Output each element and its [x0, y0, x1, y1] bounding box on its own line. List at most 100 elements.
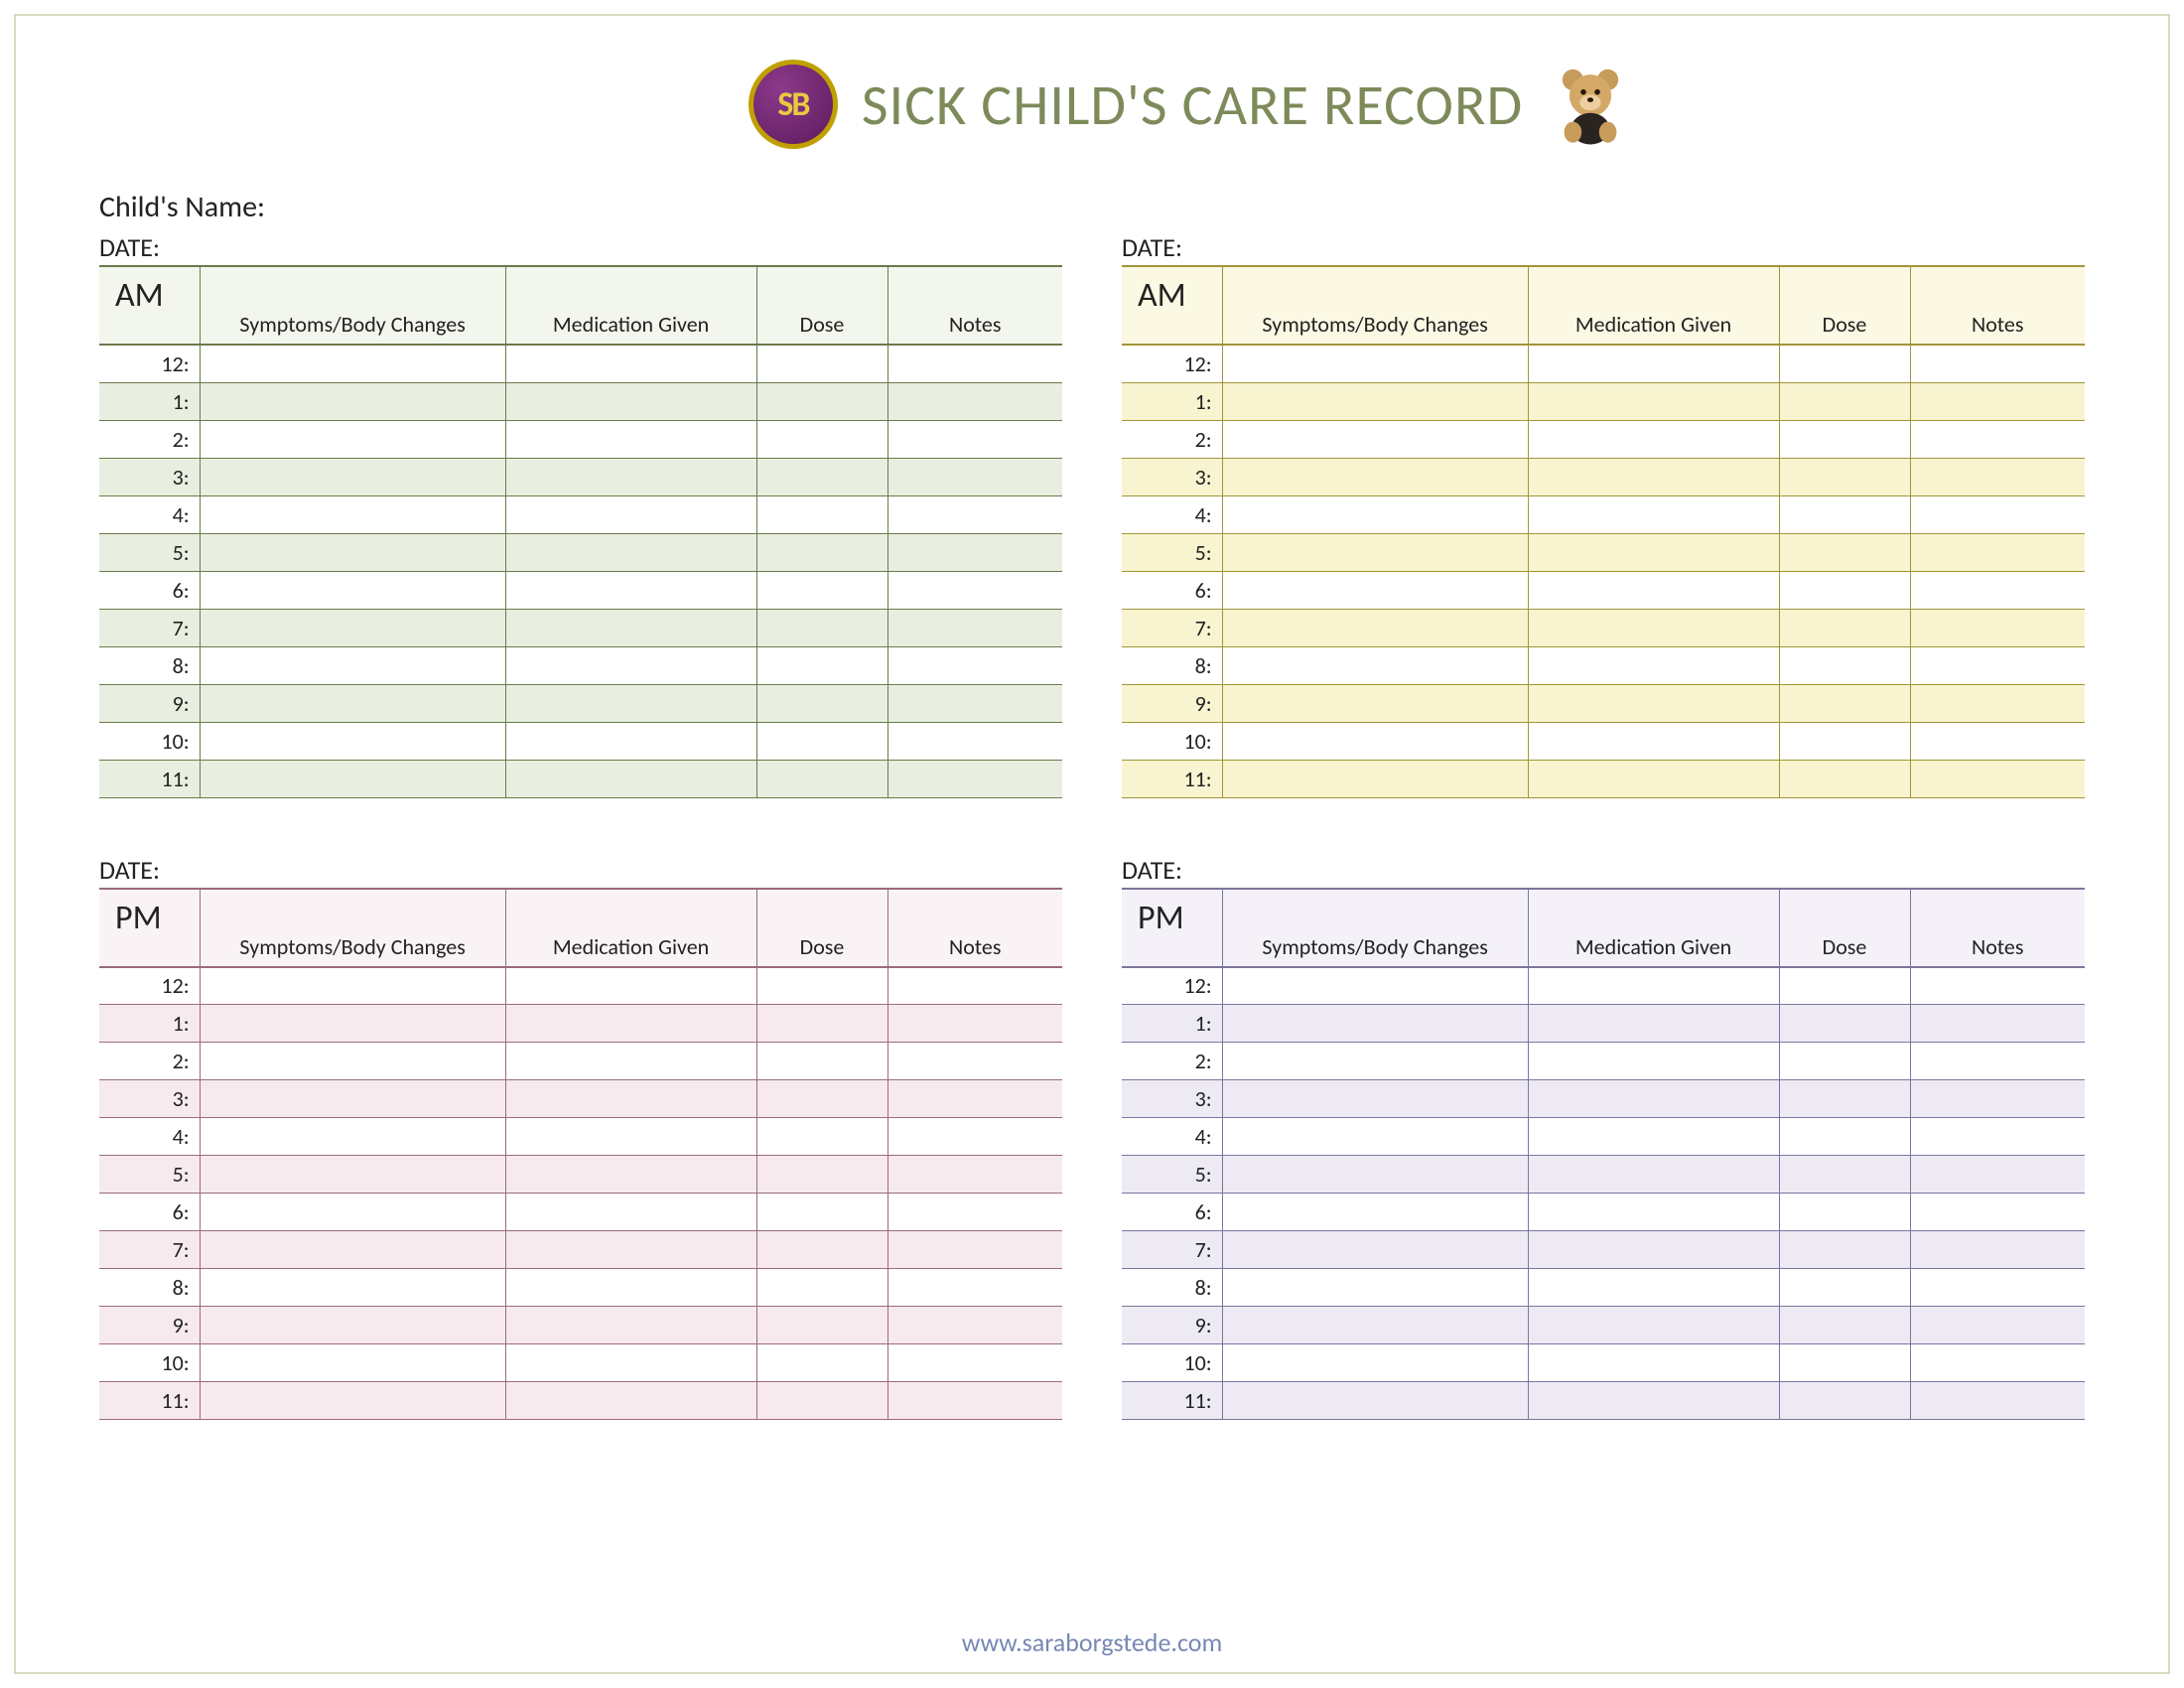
log-cell[interactable]	[505, 1269, 756, 1307]
log-cell[interactable]	[1222, 684, 1528, 722]
log-cell[interactable]	[1910, 1382, 2085, 1420]
log-cell[interactable]	[887, 722, 1062, 760]
log-cell[interactable]	[1910, 722, 2085, 760]
log-cell[interactable]	[756, 1005, 887, 1043]
log-cell[interactable]	[887, 420, 1062, 458]
log-cell[interactable]	[887, 1307, 1062, 1344]
log-cell[interactable]	[1222, 1080, 1528, 1118]
log-cell[interactable]	[887, 1080, 1062, 1118]
log-cell[interactable]	[1528, 1269, 1779, 1307]
log-cell[interactable]	[505, 1043, 756, 1080]
log-cell[interactable]	[1910, 760, 2085, 797]
log-cell[interactable]	[1222, 1043, 1528, 1080]
log-cell[interactable]	[1528, 1194, 1779, 1231]
log-cell[interactable]	[1779, 420, 1910, 458]
log-cell[interactable]	[1779, 1269, 1910, 1307]
log-cell[interactable]	[1910, 1005, 2085, 1043]
log-cell[interactable]	[1528, 533, 1779, 571]
log-cell[interactable]	[887, 495, 1062, 533]
log-cell[interactable]	[756, 1118, 887, 1156]
log-cell[interactable]	[887, 1156, 1062, 1194]
log-cell[interactable]	[200, 1231, 505, 1269]
log-cell[interactable]	[200, 1307, 505, 1344]
log-cell[interactable]	[1910, 345, 2085, 382]
log-cell[interactable]	[756, 1344, 887, 1382]
log-cell[interactable]	[1779, 1156, 1910, 1194]
log-cell[interactable]	[1779, 1118, 1910, 1156]
log-cell[interactable]	[756, 571, 887, 609]
log-cell[interactable]	[1528, 458, 1779, 495]
log-cell[interactable]	[1222, 345, 1528, 382]
log-cell[interactable]	[887, 1043, 1062, 1080]
log-cell[interactable]	[1910, 533, 2085, 571]
log-cell[interactable]	[1528, 646, 1779, 684]
log-cell[interactable]	[1910, 1307, 2085, 1344]
log-cell[interactable]	[1222, 1118, 1528, 1156]
log-cell[interactable]	[1910, 967, 2085, 1005]
log-cell[interactable]	[505, 684, 756, 722]
log-cell[interactable]	[505, 646, 756, 684]
log-cell[interactable]	[1910, 1118, 2085, 1156]
log-cell[interactable]	[1222, 967, 1528, 1005]
log-cell[interactable]	[756, 967, 887, 1005]
log-cell[interactable]	[756, 1307, 887, 1344]
log-cell[interactable]	[200, 571, 505, 609]
log-cell[interactable]	[756, 722, 887, 760]
log-cell[interactable]	[887, 1269, 1062, 1307]
log-cell[interactable]	[505, 495, 756, 533]
log-cell[interactable]	[756, 1194, 887, 1231]
log-cell[interactable]	[505, 1231, 756, 1269]
log-cell[interactable]	[200, 1005, 505, 1043]
log-cell[interactable]	[1779, 1307, 1910, 1344]
log-cell[interactable]	[887, 609, 1062, 646]
log-cell[interactable]	[200, 1080, 505, 1118]
log-cell[interactable]	[887, 1005, 1062, 1043]
log-cell[interactable]	[1528, 345, 1779, 382]
log-cell[interactable]	[1222, 1194, 1528, 1231]
log-cell[interactable]	[505, 420, 756, 458]
log-cell[interactable]	[1528, 495, 1779, 533]
log-cell[interactable]	[756, 1382, 887, 1420]
log-cell[interactable]	[1222, 1269, 1528, 1307]
log-cell[interactable]	[1910, 571, 2085, 609]
log-cell[interactable]	[887, 1231, 1062, 1269]
log-cell[interactable]	[1528, 967, 1779, 1005]
log-cell[interactable]	[1222, 420, 1528, 458]
log-cell[interactable]	[1528, 420, 1779, 458]
log-cell[interactable]	[1222, 1307, 1528, 1344]
log-cell[interactable]	[756, 1231, 887, 1269]
log-cell[interactable]	[1528, 1043, 1779, 1080]
log-cell[interactable]	[200, 420, 505, 458]
log-cell[interactable]	[1779, 495, 1910, 533]
log-cell[interactable]	[1528, 1005, 1779, 1043]
log-cell[interactable]	[1779, 646, 1910, 684]
log-cell[interactable]	[1910, 684, 2085, 722]
log-cell[interactable]	[756, 760, 887, 797]
log-cell[interactable]	[1779, 1005, 1910, 1043]
log-cell[interactable]	[1779, 760, 1910, 797]
log-cell[interactable]	[200, 722, 505, 760]
log-cell[interactable]	[1779, 533, 1910, 571]
log-cell[interactable]	[200, 1382, 505, 1420]
log-cell[interactable]	[1528, 1118, 1779, 1156]
log-cell[interactable]	[887, 345, 1062, 382]
log-cell[interactable]	[887, 646, 1062, 684]
log-cell[interactable]	[1528, 722, 1779, 760]
log-cell[interactable]	[1910, 495, 2085, 533]
log-cell[interactable]	[1222, 646, 1528, 684]
log-cell[interactable]	[200, 1156, 505, 1194]
log-cell[interactable]	[1910, 1269, 2085, 1307]
log-cell[interactable]	[756, 458, 887, 495]
log-cell[interactable]	[887, 760, 1062, 797]
log-cell[interactable]	[1222, 495, 1528, 533]
log-cell[interactable]	[1528, 684, 1779, 722]
log-cell[interactable]	[505, 1156, 756, 1194]
log-cell[interactable]	[756, 609, 887, 646]
log-cell[interactable]	[756, 382, 887, 420]
log-cell[interactable]	[505, 1118, 756, 1156]
log-cell[interactable]	[505, 722, 756, 760]
log-cell[interactable]	[1222, 571, 1528, 609]
log-cell[interactable]	[505, 382, 756, 420]
log-cell[interactable]	[756, 1080, 887, 1118]
log-cell[interactable]	[1779, 1080, 1910, 1118]
